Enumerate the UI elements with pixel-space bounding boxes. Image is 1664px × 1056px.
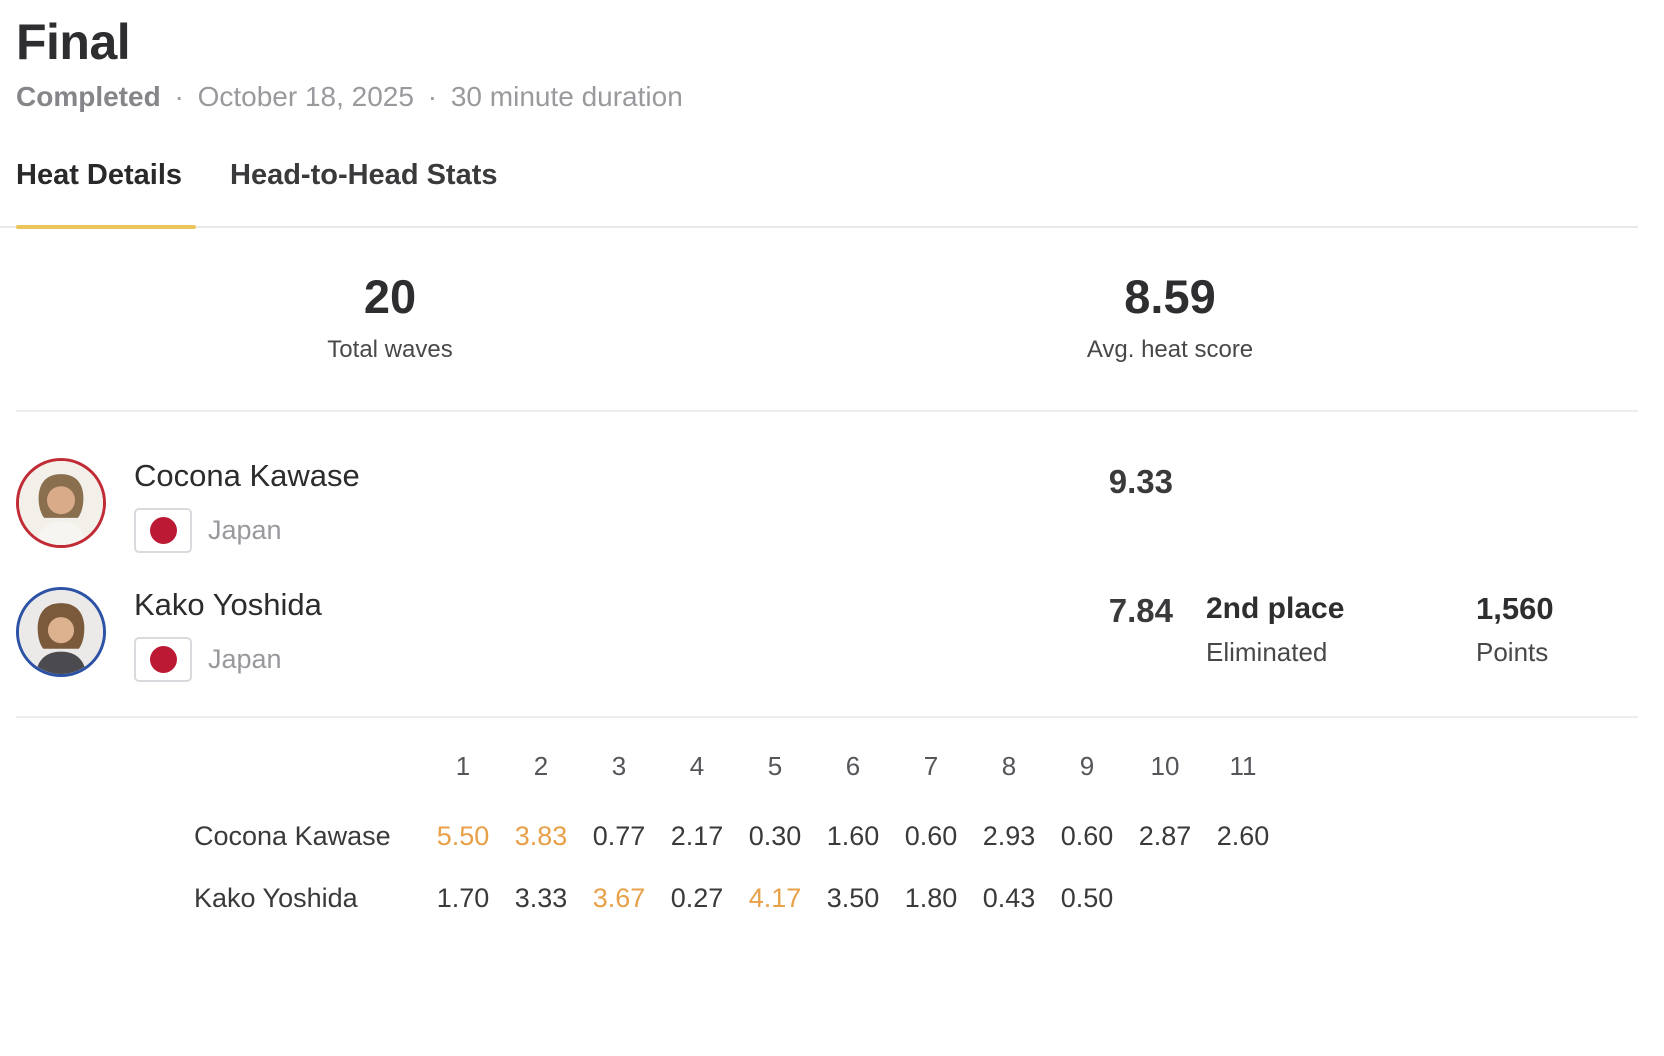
athlete-avatar <box>16 587 106 677</box>
wave-score: 3.33 <box>514 883 568 913</box>
athlete-info: Kako Yoshida Japan <box>134 587 322 682</box>
athlete-place: 2nd place Eliminated <box>1206 591 1476 667</box>
japan-flag-icon <box>134 508 192 553</box>
wave-score: 3.50 <box>826 883 880 913</box>
stat-value: 20 <box>363 270 417 323</box>
tab-bar: Heat Details Head-to-Head Stats <box>0 158 1638 229</box>
stat-label: Avg. heat score <box>1086 336 1254 363</box>
athlete-name: Cocona Kawase <box>134 458 360 493</box>
wave-score: 2.17 <box>670 821 724 851</box>
stat-total-waves: 20 Total waves <box>0 268 780 364</box>
page-title: Final <box>16 14 131 70</box>
place-label: 2nd place <box>1206 592 1345 625</box>
tab-head-to-head-stats[interactable]: Head-to-Head Stats <box>230 159 498 191</box>
points-label: Points <box>1476 637 1549 667</box>
wave-score: 0.77 <box>592 821 646 851</box>
wave-number: 10 <box>1150 751 1180 781</box>
athlete-info: Cocona Kawase Japan <box>134 458 360 553</box>
divider <box>16 410 1638 412</box>
points-value: 1,560 <box>1476 591 1554 626</box>
athlete-country: Japan <box>208 644 282 674</box>
wave-score: 0.27 <box>670 883 724 913</box>
wave-score: 0.43 <box>982 883 1036 913</box>
wave-row-cocona-kawase: Cocona Kawase 5.50 3.83 0.77 2.17 0.30 1… <box>194 820 1664 852</box>
wave-scores-table: 1 2 3 4 5 6 7 8 9 10 11 Cocona Kawase 5.… <box>194 750 1664 914</box>
stat-avg-heat-score: 8.59 Avg. heat score <box>780 268 1560 364</box>
wave-score: 3.67 <box>592 883 646 913</box>
wave-row-kako-yoshida: Kako Yoshida 1.70 3.33 3.67 0.27 4.17 3.… <box>194 882 1664 914</box>
wave-score: 0.50 <box>1060 883 1114 913</box>
athlete-country: Japan <box>208 515 282 545</box>
wave-score <box>1126 882 1204 914</box>
wave-number: 3 <box>611 751 627 781</box>
stat-value: 8.59 <box>1124 270 1216 323</box>
wave-score <box>1204 882 1282 914</box>
athlete-avatar <box>16 458 106 548</box>
athlete-heat-score: 7.84 <box>1108 592 1173 629</box>
athlete-row-kako-yoshida[interactable]: Kako Yoshida Japan 7.84 2nd place Elimin… <box>0 587 1664 682</box>
heat-header: Final Completed · October 18, 2025 · 30 … <box>0 14 1664 114</box>
athlete-results: Cocona Kawase Japan 9.33 <box>0 412 1664 682</box>
wave-number: 2 <box>533 751 549 781</box>
heat-summary-stats: 20 Total waves 8.59 Avg. heat score <box>0 268 1560 364</box>
athlete-row-cocona-kawase[interactable]: Cocona Kawase Japan 9.33 <box>0 458 1664 553</box>
wave-number: 7 <box>923 751 939 781</box>
wave-score: 3.83 <box>514 821 568 851</box>
wave-score: 2.87 <box>1138 821 1192 851</box>
wave-score: 0.60 <box>904 821 958 851</box>
wave-score: 5.50 <box>436 821 490 851</box>
tab-heat-details[interactable]: Heat Details <box>16 158 197 229</box>
athlete-points: 1,560 Points <box>1476 591 1588 667</box>
wave-score: 1.60 <box>826 821 880 851</box>
wave-score: 1.70 <box>436 883 490 913</box>
wave-score: 0.60 <box>1060 821 1114 851</box>
athlete-country-row: Japan <box>134 637 322 682</box>
avatar-silhouette-icon <box>19 590 103 674</box>
wave-score: 0.30 <box>748 821 802 851</box>
heat-meta: Completed · October 18, 2025 · 30 minute… <box>16 80 1664 114</box>
wave-number: 9 <box>1079 751 1095 781</box>
athlete-result-columns: 9.33 <box>1033 458 1588 502</box>
wave-score: 4.17 <box>748 883 802 913</box>
wave-score: 1.80 <box>904 883 958 913</box>
wave-number: 4 <box>689 751 705 781</box>
wave-number: 11 <box>1229 751 1257 781</box>
heat-status: Completed <box>16 81 161 112</box>
wave-number: 8 <box>1001 751 1017 781</box>
japan-flag-icon <box>134 637 192 682</box>
wave-number: 1 <box>455 751 471 781</box>
wave-number: 5 <box>767 751 783 781</box>
athlete-country-row: Japan <box>134 508 360 553</box>
athlete-name: Kako Yoshida <box>134 587 322 622</box>
wave-score: 2.93 <box>982 821 1036 851</box>
wave-score: 2.60 <box>1216 821 1270 851</box>
wave-number: 6 <box>845 751 861 781</box>
heat-duration: 30 minute duration <box>450 81 683 112</box>
stat-label: Total waves <box>327 336 453 363</box>
athlete-result-columns: 7.84 2nd place Eliminated 1,560 Points <box>1033 587 1588 667</box>
meta-dot: · <box>174 81 184 112</box>
avatar-silhouette-icon <box>19 461 103 545</box>
wave-row-name: Kako Yoshida <box>194 883 358 913</box>
divider <box>16 716 1638 718</box>
wave-header-spacer <box>194 750 424 782</box>
meta-dot: · <box>427 81 438 112</box>
heat-date: October 18, 2025 <box>197 81 414 112</box>
wave-row-name: Cocona Kawase <box>194 821 391 851</box>
elimination-status: Eliminated <box>1206 637 1328 667</box>
wave-table-header: 1 2 3 4 5 6 7 8 9 10 11 <box>194 750 1664 782</box>
athlete-heat-score: 9.33 <box>1108 463 1173 500</box>
